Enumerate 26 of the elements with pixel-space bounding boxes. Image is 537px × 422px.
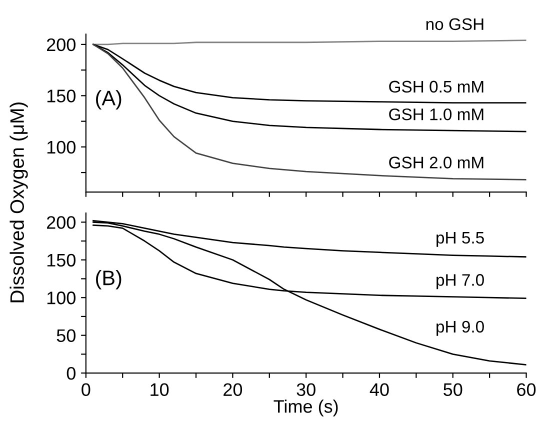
series-label: pH 9.0 — [436, 320, 484, 336]
annotation: (A) — [96, 90, 122, 110]
x-axis-title: Time (s) — [274, 400, 338, 416]
series-label: pH 5.5 — [436, 232, 484, 247]
x-tick-label: 10 — [150, 383, 169, 396]
x-tick-label: 0 — [82, 383, 90, 396]
x-tick-label: 20 — [224, 383, 242, 396]
y-tick-label: 100 — [47, 292, 76, 304]
series-label: GSH 1.0 mM — [389, 108, 484, 120]
y-tick-label: 50 — [56, 329, 76, 342]
series-label: GSH 0.5 mM — [389, 80, 484, 93]
y-tick-label: 150 — [47, 254, 76, 267]
annotation: (B) — [96, 270, 122, 290]
series-label: no GSH — [426, 18, 484, 30]
y-tick-label: 150 — [47, 90, 76, 102]
series-label: pH 7.0 — [436, 274, 484, 290]
x-tick-label: 40 — [370, 383, 389, 396]
y-tick-label: 100 — [47, 140, 76, 154]
y-tick-label: 200 — [46, 216, 76, 229]
x-tick-label: 50 — [444, 383, 462, 396]
x-tick-label: 30 — [296, 383, 316, 396]
series-label: GSH 2.0 mM — [389, 156, 484, 168]
y-axis-title: Dissolved Oxygen (μM) — [10, 102, 28, 302]
y-tick-label: 200 — [46, 38, 76, 52]
y-tick-label: 0 — [66, 366, 76, 380]
x-tick-label: 60 — [517, 383, 536, 396]
